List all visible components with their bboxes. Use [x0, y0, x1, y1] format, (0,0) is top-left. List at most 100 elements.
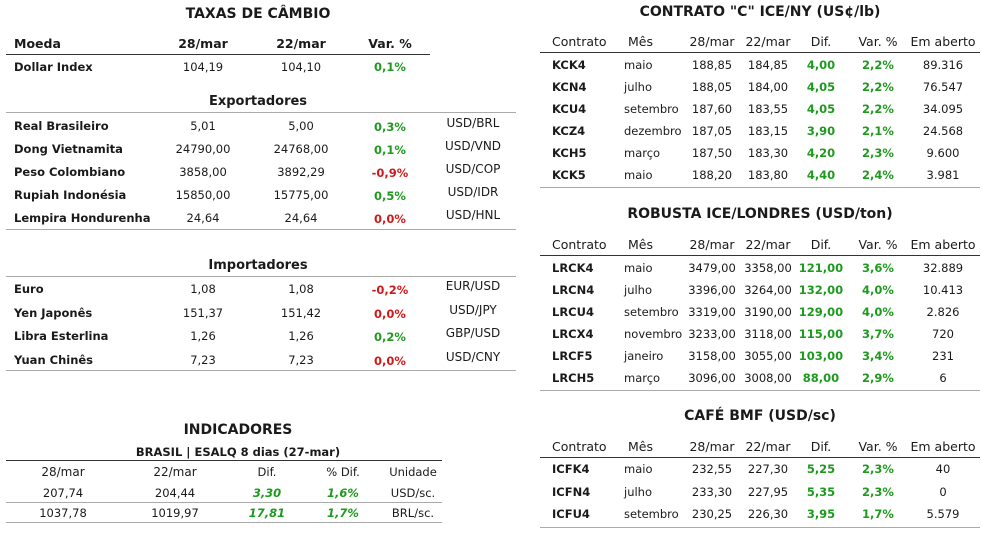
value-open-interest: 2.826 — [926, 305, 960, 319]
indicadores-title: INDICADORES — [183, 422, 293, 438]
contract-code: ICFK4 — [552, 462, 590, 476]
value-22mar: 3190,00 — [744, 305, 792, 319]
value-open-interest: 89.316 — [922, 58, 964, 72]
value-28mar: 187,50 — [691, 146, 733, 160]
ind-header-22mar: 22/mar — [153, 465, 197, 479]
contract-month: maio — [624, 261, 653, 275]
contract-month: setembro — [624, 305, 679, 319]
currency-name: Libra Esterlina — [14, 329, 109, 343]
contract-code: LRCU4 — [552, 305, 594, 319]
value-open-interest: 34.095 — [922, 102, 964, 116]
value-var: 3,7% — [862, 327, 894, 341]
value-28mar: 230,25 — [691, 507, 733, 521]
value-28mar: 188,85 — [691, 58, 733, 72]
value-22mar: 7,23 — [288, 352, 314, 367]
value-22mar: 183,55 — [747, 102, 789, 116]
contract-code: LRCH5 — [552, 371, 595, 385]
value-var: 2,3% — [862, 484, 894, 499]
currency-pair: USD/HNL — [445, 208, 501, 222]
value-28mar: 3158,00 — [688, 349, 736, 363]
value-dif: 4,05 — [806, 80, 836, 94]
value-dif: 4,40 — [806, 168, 836, 182]
value-28mar: 24790,00 — [175, 142, 231, 156]
ice-ny-header-divider — [540, 52, 980, 53]
contract-code: KCU4 — [552, 102, 587, 116]
value-open-interest: 32.889 — [922, 261, 964, 275]
value-dif: 129,00 — [798, 305, 844, 319]
value-dif: 121,00 — [798, 261, 844, 275]
value-var: 1,7% — [862, 507, 894, 521]
dollar-index-22mar: 104,10 — [280, 60, 322, 74]
col-header-d1: 28/mar — [689, 439, 735, 454]
currency-name: Yuan Chinês — [14, 352, 94, 367]
col-header-dif: Dif. — [810, 237, 832, 252]
value-28mar: 3858,00 — [179, 165, 227, 179]
value-open-interest: 40 — [935, 462, 951, 476]
value-dif: 4,05 — [806, 102, 836, 116]
value-var: 2,3% — [862, 146, 894, 160]
value-open-interest: 9.600 — [926, 146, 960, 160]
value-var: 0,5% — [374, 189, 406, 203]
col-header-contrato: Contrato — [552, 34, 607, 49]
contract-code: ICFU4 — [552, 507, 590, 521]
value-28mar: 188,20 — [691, 168, 733, 182]
value-var: 0,0% — [374, 353, 406, 368]
value-28mar: 3479,00 — [688, 261, 736, 275]
value-22mar: 227,95 — [747, 484, 789, 499]
ind-row-divider — [6, 502, 442, 503]
contract-month: março — [624, 146, 661, 160]
value-var: 4,0% — [862, 305, 894, 319]
dollar-index-name: Dollar Index — [14, 60, 93, 74]
contract-month: julho — [624, 80, 653, 94]
contract-code: KCZ4 — [552, 124, 586, 138]
value-22mar: 183,80 — [747, 168, 789, 182]
ind-value-22mar: 204,44 — [154, 486, 196, 500]
importadores-divider — [6, 276, 516, 277]
value-28mar: 151,37 — [182, 305, 224, 320]
col-header-mes: Mês — [628, 237, 653, 252]
col-header-d1: 28/mar — [689, 34, 735, 49]
ice-ny-bottom-divider — [540, 187, 980, 188]
value-var: 2,2% — [862, 102, 894, 116]
indicadores-divider — [6, 460, 442, 461]
value-var: 0,1% — [374, 143, 406, 157]
currency-name: Yen Japonês — [14, 305, 93, 320]
bmf-title: CAFÉ BMF (USD/sc) — [684, 408, 836, 424]
currency-pair: USD/BRL — [446, 116, 500, 130]
contract-code: KCN4 — [552, 80, 587, 94]
ind-value-unidade: USD/sc. — [390, 486, 436, 500]
contract-month: janeiro — [624, 349, 664, 363]
ind-row-divider — [6, 522, 442, 523]
value-dif: 88,00 — [802, 371, 840, 385]
col-header-contrato: Contrato — [552, 439, 607, 454]
value-22mar: 227,30 — [747, 462, 789, 476]
value-open-interest: 0 — [939, 484, 947, 499]
robusta-bottom-divider — [540, 390, 980, 391]
value-22mar: 24768,00 — [273, 142, 329, 156]
value-var: 0,0% — [374, 212, 406, 226]
contract-month: setembro — [624, 507, 679, 521]
value-var: -0,2% — [371, 283, 409, 297]
value-28mar: 1,08 — [190, 282, 216, 296]
ind-value-dif: 3,30 — [252, 486, 282, 500]
exportadores-divider — [6, 112, 516, 113]
value-open-interest: 720 — [932, 327, 954, 341]
contract-month: maio — [624, 168, 653, 182]
value-22mar: 183,30 — [747, 146, 789, 160]
contract-code: KCH5 — [552, 146, 587, 160]
col-header-d2: 22/mar — [745, 34, 791, 49]
col-header-moeda: Moeda — [14, 36, 61, 51]
value-22mar: 15775,00 — [273, 188, 329, 202]
col-header-d2: 22/mar — [745, 439, 791, 454]
value-dif: 103,00 — [798, 349, 844, 363]
contract-code: LRCX4 — [552, 327, 594, 341]
value-dif: 115,00 — [798, 327, 844, 341]
value-dif: 4,20 — [806, 146, 836, 160]
exportadores-bottom-divider — [6, 229, 516, 230]
importadores-bottom-divider — [6, 370, 516, 371]
value-28mar: 187,05 — [691, 124, 733, 138]
col-header-dif: Dif. — [810, 439, 832, 454]
value-22mar: 1,08 — [288, 282, 314, 296]
robusta-header-divider — [540, 255, 980, 256]
value-22mar: 183,15 — [747, 124, 789, 138]
